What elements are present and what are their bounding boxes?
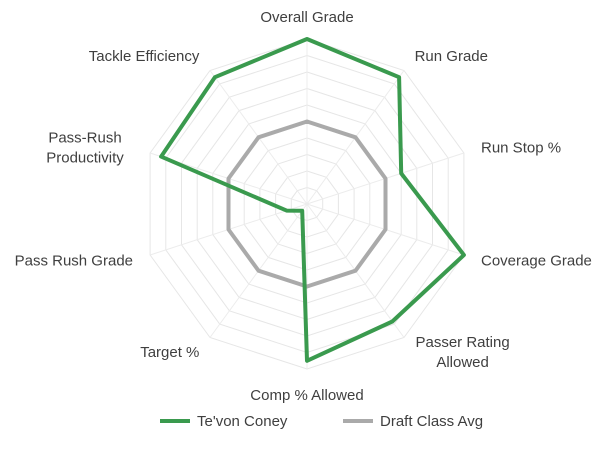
- axis-label-5: Passer Rating Allowed: [415, 334, 509, 371]
- axis-label-8: Pass Rush Grade: [15, 253, 133, 270]
- radar-series: [159, 37, 466, 363]
- axis-label-3: Run Stop %: [481, 139, 561, 156]
- legend-label-series-2: Draft Class Avg: [380, 413, 483, 430]
- series-line-2: [226, 119, 388, 289]
- axis-label-4: Coverage Grade: [481, 253, 592, 270]
- axis-label-10: Tackle Efficiency: [89, 48, 200, 65]
- axis-label-7: Target %: [140, 344, 199, 361]
- legend-label-series-1: Te'von Coney: [197, 413, 288, 430]
- axis-label-2: Run Grade: [415, 48, 488, 65]
- axis-label-1: Overall Grade: [260, 9, 353, 26]
- series-line-1: [159, 37, 466, 363]
- legend: Te'von Coney Draft Class Avg: [160, 413, 483, 430]
- axis-label-6: Comp % Allowed: [250, 387, 363, 404]
- axis-labels: Overall Grade Run Grade Run Stop % Coverage…: [15, 9, 592, 404]
- axis-label-9: Pass-Rush Productivity: [46, 129, 124, 166]
